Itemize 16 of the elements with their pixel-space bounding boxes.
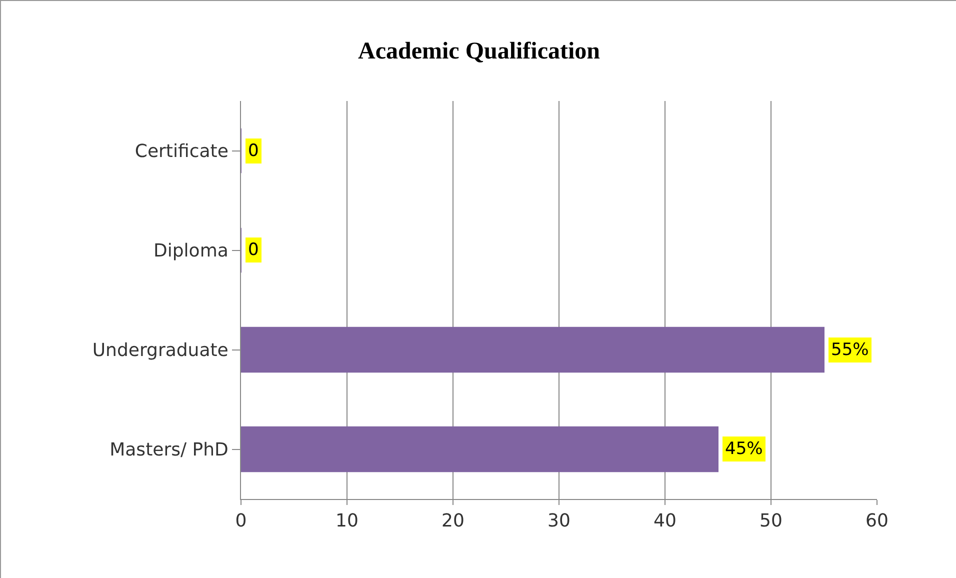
data-label: 55% bbox=[831, 340, 869, 360]
y-tick-label: Certificate bbox=[134, 141, 228, 162]
x-tick-label: 60 bbox=[866, 510, 888, 532]
x-tick-label: 10 bbox=[336, 510, 358, 532]
x-tick-label: 50 bbox=[760, 510, 782, 532]
x-tick-label: 0 bbox=[235, 510, 247, 532]
y-tick-label: Diploma bbox=[154, 240, 228, 262]
y-tick-label: Masters/ PhD bbox=[110, 440, 228, 461]
x-tick-label: 30 bbox=[548, 510, 570, 532]
y-tick-label: Undergraduate bbox=[92, 340, 228, 362]
x-tick-label: 40 bbox=[654, 510, 676, 532]
data-label: 0 bbox=[248, 240, 259, 260]
x-tick-label: 20 bbox=[442, 510, 464, 532]
chart-title: Academic Qualification bbox=[358, 38, 600, 64]
data-label: 45% bbox=[725, 439, 763, 459]
data-label: 0 bbox=[248, 141, 259, 161]
